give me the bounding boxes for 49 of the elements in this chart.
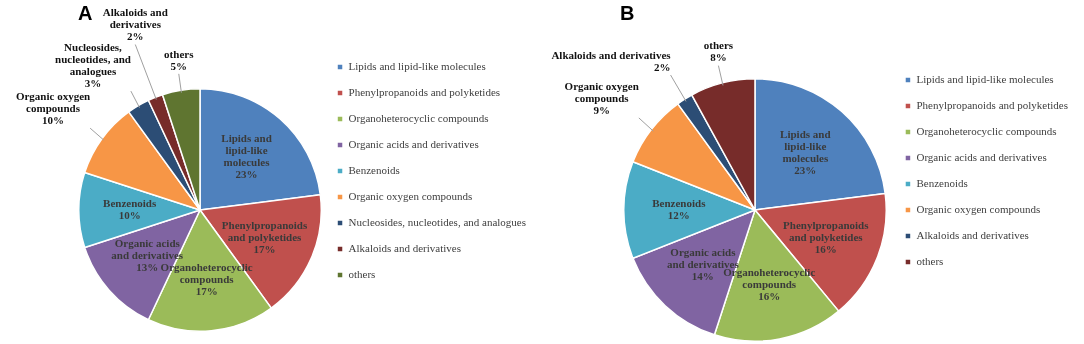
slice-label: Nucleosides, nucleotides, and analogues: [55, 40, 131, 77]
data-label: 14%: [691, 270, 714, 283]
legend-label: others: [916, 254, 944, 267]
legend-label: Phenylpropanoids and polyketides: [916, 98, 1069, 111]
legend-label: Alkaloids and derivatives: [348, 241, 461, 254]
legend-label: Phenylpropanoids and polyketides: [348, 85, 501, 98]
data-label: 17%: [195, 284, 218, 297]
slice-label: Benzenoids: [652, 196, 707, 209]
legend-label: Lipids and lipid-like molecules: [916, 72, 1054, 85]
data-label: 16%: [758, 289, 781, 302]
data-label: 2%: [654, 60, 671, 73]
slice-label: others: [703, 39, 734, 52]
slice-label: Lipids and lipid-like molecules: [780, 127, 831, 164]
legend-label: Organic oxygen compounds: [348, 189, 473, 202]
slice-label: Lipids and lipid-like molecules: [221, 132, 272, 169]
data-label: 23%: [235, 168, 258, 181]
legend-label: Alkaloids and derivatives: [916, 228, 1029, 241]
data-label: 10%: [118, 208, 141, 221]
slice-label: Organic oxygen compounds: [15, 90, 91, 115]
data-label: 2%: [127, 30, 144, 43]
slice-label: Benzenoids: [103, 196, 157, 209]
slice-label: Alkaloids and derivatives: [551, 48, 672, 61]
slice-label: Phenylpropanoids and polyketides: [783, 218, 870, 243]
legend-label: Lipids and lipid-like molecules: [348, 59, 486, 72]
legend-label: others: [348, 267, 376, 280]
legend-label: Organoheterocyclic compounds: [916, 124, 1057, 137]
chart-title: B: [620, 1, 635, 24]
legend-label: Organoheterocyclic compounds: [348, 111, 489, 124]
data-label: 8%: [710, 51, 727, 64]
data-label: 9%: [593, 103, 610, 116]
data-label: 5%: [170, 59, 188, 72]
data-label: 12%: [667, 208, 690, 221]
legend-label: Organic acids and derivatives: [916, 150, 1047, 163]
legend-label: Benzenoids: [348, 163, 400, 176]
slice-label: Organic oxygen compounds: [564, 79, 639, 104]
data-label: 3%: [84, 76, 102, 89]
legend-label: Organic acids and derivatives: [348, 137, 479, 150]
slice-label: others: [164, 47, 195, 60]
data-label: 16%: [814, 242, 837, 255]
legend-label: Organic oxygen compounds: [916, 202, 1041, 215]
data-label: 13%: [136, 261, 159, 274]
data-label: 10%: [42, 114, 65, 127]
chart-title: A: [78, 1, 93, 24]
legend-label: Nucleosides, nucleotides, and analogues: [348, 215, 527, 228]
data-label: 23%: [794, 163, 817, 176]
data-label: 17%: [253, 242, 276, 255]
slice-label: Phenylpropanoids and polyketides: [221, 218, 308, 243]
legend-label: Benzenoids: [916, 176, 968, 189]
slice-label: Alkaloids and derivatives: [102, 6, 168, 31]
